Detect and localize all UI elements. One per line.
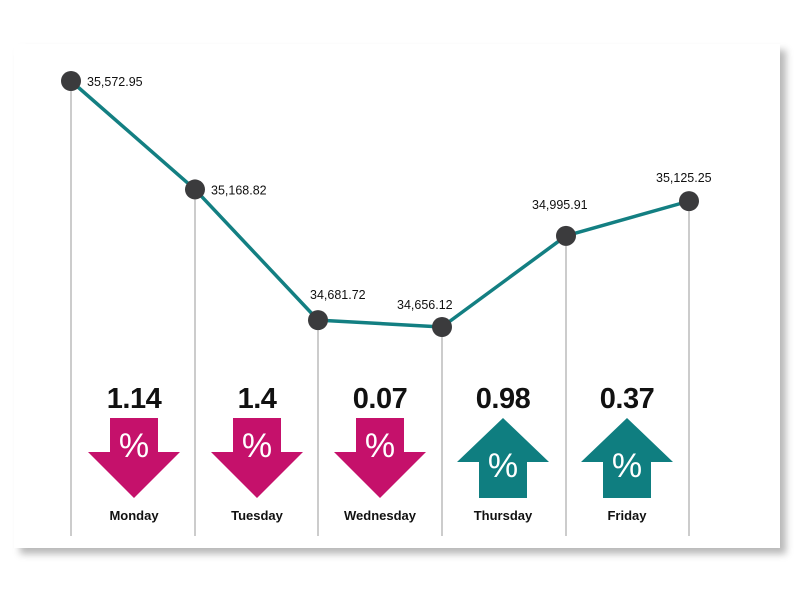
day-label: Tuesday <box>231 508 283 523</box>
data-label: 34,656.12 <box>397 298 453 312</box>
data-label: 35,168.82 <box>211 183 267 197</box>
percent-icon: % <box>118 427 150 465</box>
percent-change-value: 1.4 <box>237 383 277 415</box>
percent-change-value: 0.98 <box>475 383 531 415</box>
data-point <box>61 71 81 91</box>
percent-change-value: 0.07 <box>352 383 408 415</box>
data-point <box>185 179 205 200</box>
day-label: Friday <box>607 508 647 523</box>
day-label: Wednesday <box>343 508 416 523</box>
percent-change-value: 1.14 <box>106 383 162 415</box>
up-arrow-icon: % <box>581 418 673 498</box>
down-arrow-icon: % <box>334 418 426 498</box>
day-column-thursday: 0.98% Thursday <box>438 380 568 524</box>
down-arrow-icon: % <box>211 418 303 498</box>
percent-icon: % <box>611 447 643 485</box>
data-label: 34,681.72 <box>310 288 366 302</box>
percent-icon: % <box>364 427 396 465</box>
down-arrow-icon: % <box>88 418 180 498</box>
day-label: Thursday <box>473 508 533 523</box>
day-column-monday: 1.14% Monday <box>69 380 199 524</box>
day-label: Monday <box>109 508 159 523</box>
data-point <box>679 191 699 212</box>
data-point <box>556 225 576 246</box>
day-column-friday: 0.37% Friday <box>562 380 692 524</box>
day-column-wednesday: 0.07% Wednesday <box>315 380 445 524</box>
percent-icon: % <box>241 427 273 465</box>
data-point <box>432 317 452 337</box>
data-label: 35,572.95 <box>87 75 143 89</box>
up-arrow-icon: % <box>457 418 549 498</box>
percent-icon: % <box>487 447 519 485</box>
day-column-tuesday: 1.4% Tuesday <box>192 380 322 524</box>
data-label: 35,125.25 <box>656 171 712 185</box>
data-point <box>308 310 328 331</box>
percent-change-value: 0.37 <box>599 383 655 415</box>
series-line <box>69 79 691 329</box>
data-label: 34,995.91 <box>532 198 588 212</box>
